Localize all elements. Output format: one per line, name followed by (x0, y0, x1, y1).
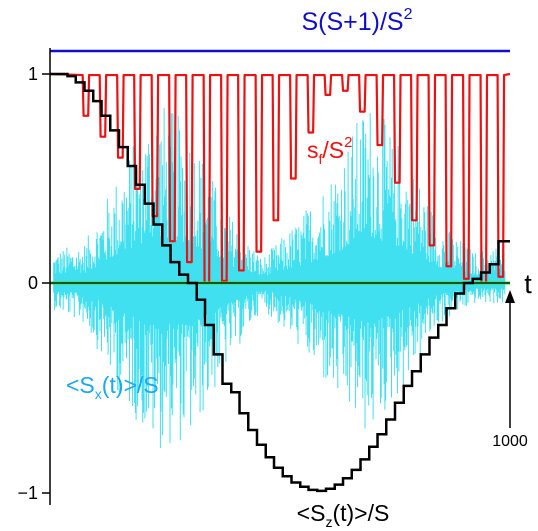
annotation-1000: 1000 (492, 433, 528, 450)
x-axis-label: t (524, 269, 532, 299)
label-bound: S(S+1)/S2 (301, 6, 412, 36)
series-sf-line (49, 72, 511, 285)
label-sx: <Sx(t)>/S (66, 372, 159, 402)
y-tick-label-2: −1 (17, 483, 38, 503)
y-tick-label-1: 0 (28, 273, 38, 293)
axes: 1 0 −1 (17, 48, 51, 505)
labels: S(S+1)/S2 sf/S2 <Sx(t)>/S <Sz(t)>/S t 1000 (66, 6, 532, 530)
label-sf: sf/S2 (307, 134, 352, 167)
label-sz: <Sz(t)>/S (297, 500, 390, 530)
sf-trace (49, 72, 511, 285)
y-tick-label-0: 1 (28, 64, 38, 84)
series-sz-line (50, 72, 510, 493)
sz-trace (50, 72, 510, 493)
annotation-arrow-head (505, 290, 515, 303)
